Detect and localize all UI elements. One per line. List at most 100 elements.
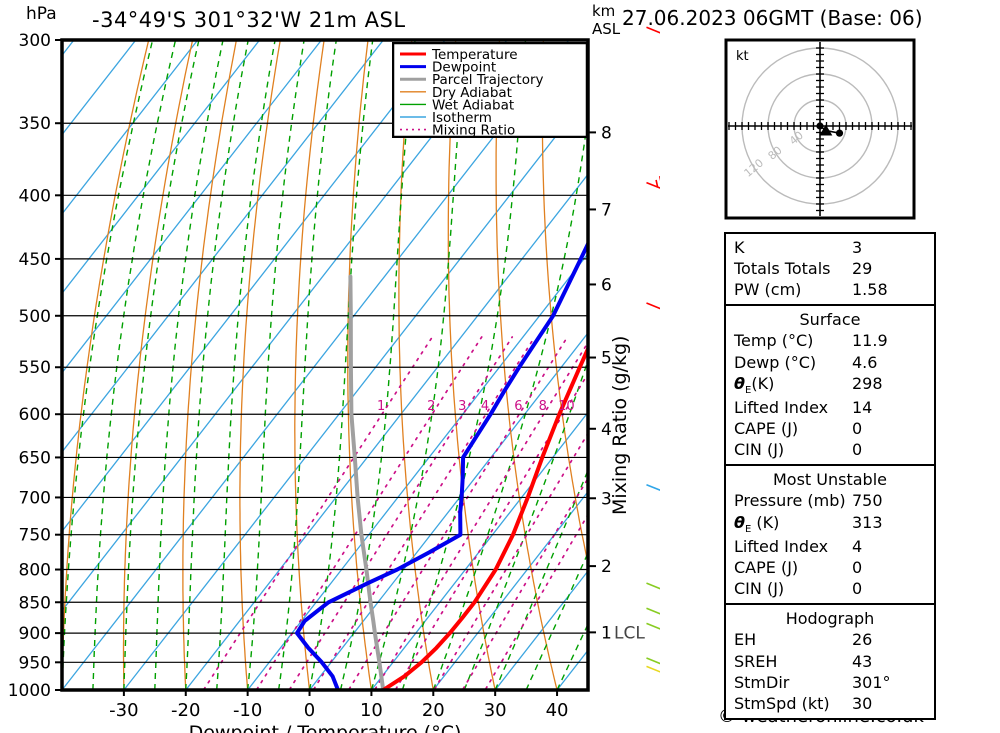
index-value: 30 xyxy=(852,693,873,713)
surface-row: Temp (°C) 11.9 xyxy=(726,330,934,351)
index-value: 29 xyxy=(852,259,873,279)
index-value: 11.9 xyxy=(852,331,888,351)
index-label: Dewp (°C) xyxy=(734,352,817,372)
index-value: 26 xyxy=(852,630,873,650)
svg-text:8: 8 xyxy=(601,123,612,143)
legend-label-wet-adiabat: Wet Adiabat xyxy=(432,97,514,113)
index-label: StmDir xyxy=(734,672,790,692)
index-row-pw-cm-: PW (cm) 1.58 xyxy=(726,279,934,300)
most-unstable-row: CAPE (J) 0 xyxy=(726,557,934,578)
hodograph-unit-label: kt xyxy=(736,49,749,64)
svg-text:7: 7 xyxy=(601,200,612,220)
legend-label-isotherm: Isotherm xyxy=(432,110,492,126)
svg-text:-10: -10 xyxy=(233,700,262,721)
svg-text:4: 4 xyxy=(601,420,612,440)
svg-text:10: 10 xyxy=(558,399,575,414)
svg-text:20: 20 xyxy=(422,700,445,721)
svg-text:40: 40 xyxy=(546,700,569,721)
index-label: Temp (°C) xyxy=(734,331,814,351)
svg-text:650: 650 xyxy=(19,448,51,468)
most-unstable-row: CIN (J) 0 xyxy=(726,578,934,599)
index-value: 750 xyxy=(852,491,883,511)
legend-box xyxy=(392,42,588,138)
svg-text:5: 5 xyxy=(601,349,612,369)
index-label: CIN (J) xyxy=(734,579,785,599)
surface-row: Lifted Index 14 xyxy=(726,397,934,418)
svg-text:700: 700 xyxy=(19,488,51,508)
indices-panel: K 3 Totals Totals 29 PW (cm) 1.58 Surface Temp … xyxy=(724,232,936,720)
svg-text:4: 4 xyxy=(481,399,489,414)
index-value: 0 xyxy=(852,440,863,460)
surface-indices-box: Surface Temp (°C) 11.9 Dewp (°C) 4.6 θE(K) 298… xyxy=(724,304,936,465)
hodograph-stats-box: Hodograph EH 26 SREH 43 StmDir 301° StmSpd (kt)… xyxy=(724,603,936,720)
hodograph-storm-motion-marker xyxy=(819,124,833,136)
svg-text:-30: -30 xyxy=(109,700,138,721)
svg-text:850: 850 xyxy=(19,593,51,613)
index-label: PW (cm) xyxy=(734,280,802,300)
surface-row: CAPE (J) 0 xyxy=(726,418,934,439)
svg-text:400: 400 xyxy=(19,186,51,206)
index-label: Lifted Index xyxy=(734,536,829,556)
index-label: StmSpd (kt) xyxy=(734,693,830,713)
index-value: 0 xyxy=(852,419,863,439)
legend-label-parcel-trajectory: Parcel Trajectory xyxy=(432,72,544,88)
index-label: θE (K) xyxy=(734,512,780,535)
svg-text:Dewpoint / Temperature (°C): Dewpoint / Temperature (°C) xyxy=(189,722,462,733)
index-label: CAPE (J) xyxy=(734,558,799,578)
hodograph-stat-row: EH 26 xyxy=(726,629,934,650)
svg-text:6: 6 xyxy=(601,275,612,295)
svg-text:500: 500 xyxy=(19,307,51,327)
svg-text:6: 6 xyxy=(514,399,522,414)
index-value: 298 xyxy=(852,373,883,393)
index-value: 313 xyxy=(852,512,883,532)
page-title: -34°49'S 301°32'W 21m ASL xyxy=(92,8,406,32)
altitude-axis-asl-label: ASL xyxy=(592,20,621,38)
svg-text:3: 3 xyxy=(458,399,466,414)
svg-text:2: 2 xyxy=(601,557,612,577)
svg-text:8: 8 xyxy=(539,399,547,414)
index-value: 0 xyxy=(852,579,863,599)
hodograph-section-title: Hodograph xyxy=(785,609,875,629)
most-unstable-section-title: Most Unstable xyxy=(773,470,887,490)
index-value: 301° xyxy=(852,672,891,692)
svg-text:350: 350 xyxy=(19,114,51,134)
surface-section-title: Surface xyxy=(799,310,861,330)
svg-text:-20: -20 xyxy=(171,700,200,721)
svg-text:30: 30 xyxy=(484,700,507,721)
legend-label-mixing-ratio: Mixing Ratio xyxy=(432,123,515,138)
svg-text:0: 0 xyxy=(304,700,315,721)
index-row-totals-totals: Totals Totals 29 xyxy=(726,258,934,279)
index-value: 4.6 xyxy=(852,352,878,372)
svg-text:1000: 1000 xyxy=(8,681,51,701)
pressure-axis-unit-label: hPa xyxy=(26,4,57,24)
svg-text:10: 10 xyxy=(360,700,383,721)
index-value: 1.58 xyxy=(852,280,888,300)
svg-text:600: 600 xyxy=(19,405,51,425)
index-value: 0 xyxy=(852,558,863,578)
hodograph-end-point xyxy=(835,129,844,137)
most-unstable-box: Most Unstable Pressure (mb) 750 θE (K) 313 Li… xyxy=(724,464,936,604)
skewt-diagram: 1 2 3 4 6 8 1030035040045050055060065070075080… xyxy=(8,26,660,733)
most-unstable-row: Pressure (mb) 750 xyxy=(726,490,934,511)
legend-label-temperature: Temperature xyxy=(431,47,518,63)
index-label: Lifted Index xyxy=(734,398,829,418)
altitude-axis-unit-label: km xyxy=(592,2,616,20)
hodograph-stat-row: SREH 43 xyxy=(726,651,934,672)
general-indices-box: K 3 Totals Totals 29 PW (cm) 1.58 xyxy=(724,232,936,305)
index-label: CIN (J) xyxy=(734,440,785,460)
surface-row: Dewp (°C) 4.6 xyxy=(726,352,934,373)
index-value: 43 xyxy=(852,651,873,671)
svg-text:750: 750 xyxy=(19,526,51,546)
legend-label-dry-adiabat: Dry Adiabat xyxy=(432,85,512,101)
hodograph-start-point xyxy=(816,122,824,130)
svg-text:1: 1 xyxy=(377,399,385,414)
svg-text:900: 900 xyxy=(19,624,51,644)
index-label: Totals Totals xyxy=(734,259,831,279)
hodograph-stat-row: StmDir 301° xyxy=(726,672,934,693)
svg-text:550: 550 xyxy=(19,358,51,378)
hodograph-stat-row: StmSpd (kt) 30 xyxy=(726,693,934,714)
surface-row: CIN (J) 0 xyxy=(726,439,934,460)
